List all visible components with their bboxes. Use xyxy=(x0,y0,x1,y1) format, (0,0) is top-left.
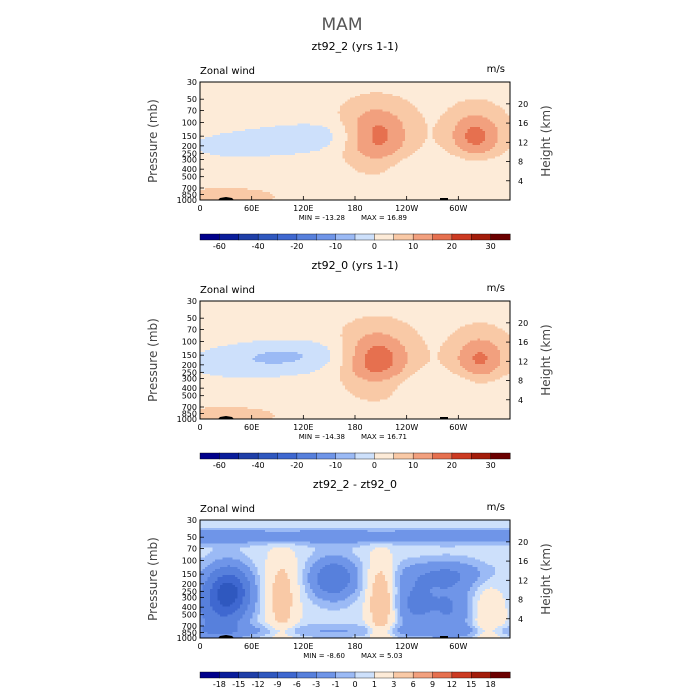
panel-title: zt92_2 (yrs 1-1) xyxy=(312,40,399,53)
units-label: m/s xyxy=(487,64,505,75)
panel-1: zt92_2 (yrs 1-1)Zonal wind m/s30507010015… xyxy=(146,40,553,251)
contour-field xyxy=(200,82,510,200)
variable-label: Zonal wind xyxy=(200,66,255,77)
figure-title: MAM xyxy=(322,15,363,35)
panels: zt92_2 (yrs 1-1)Zonal wind m/s30507010015… xyxy=(146,40,553,689)
